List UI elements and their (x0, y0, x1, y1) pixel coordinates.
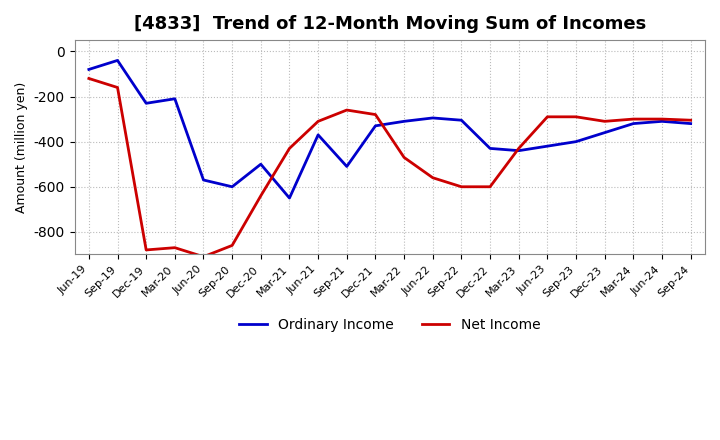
Line: Net Income: Net Income (89, 78, 690, 257)
Ordinary Income (686, 121, 695, 126)
Net Income (686, 117, 695, 123)
Net Income (285, 146, 294, 151)
Net Income (171, 245, 179, 250)
Net Income (256, 193, 265, 198)
Title: [4833]  Trend of 12-Month Moving Sum of Incomes: [4833] Trend of 12-Month Moving Sum of I… (134, 15, 646, 33)
Net Income (113, 85, 122, 90)
Y-axis label: Amount (million yen): Amount (million yen) (15, 82, 28, 213)
Net Income (428, 175, 437, 180)
Ordinary Income (457, 117, 466, 123)
Ordinary Income (314, 132, 323, 138)
Net Income (543, 114, 552, 120)
Ordinary Income (428, 115, 437, 121)
Net Income (84, 76, 93, 81)
Ordinary Income (142, 101, 150, 106)
Ordinary Income (113, 58, 122, 63)
Net Income (629, 117, 638, 122)
Ordinary Income (199, 177, 208, 183)
Ordinary Income (343, 164, 351, 169)
Net Income (371, 112, 379, 117)
Net Income (600, 119, 609, 124)
Ordinary Income (486, 146, 495, 151)
Net Income (142, 247, 150, 253)
Ordinary Income (572, 139, 580, 144)
Net Income (457, 184, 466, 189)
Net Income (343, 107, 351, 113)
Ordinary Income (285, 195, 294, 201)
Ordinary Income (84, 67, 93, 72)
Ordinary Income (600, 130, 609, 135)
Net Income (657, 117, 666, 122)
Net Income (572, 114, 580, 120)
Ordinary Income (514, 148, 523, 153)
Legend: Ordinary Income, Net Income: Ordinary Income, Net Income (234, 312, 546, 337)
Net Income (486, 184, 495, 189)
Ordinary Income (629, 121, 638, 126)
Ordinary Income (543, 143, 552, 149)
Ordinary Income (256, 161, 265, 167)
Net Income (199, 254, 208, 259)
Net Income (514, 146, 523, 151)
Ordinary Income (371, 123, 379, 128)
Ordinary Income (228, 184, 236, 189)
Net Income (314, 119, 323, 124)
Ordinary Income (171, 96, 179, 101)
Ordinary Income (400, 119, 408, 124)
Net Income (228, 243, 236, 248)
Ordinary Income (657, 119, 666, 124)
Line: Ordinary Income: Ordinary Income (89, 60, 690, 198)
Net Income (400, 155, 408, 160)
